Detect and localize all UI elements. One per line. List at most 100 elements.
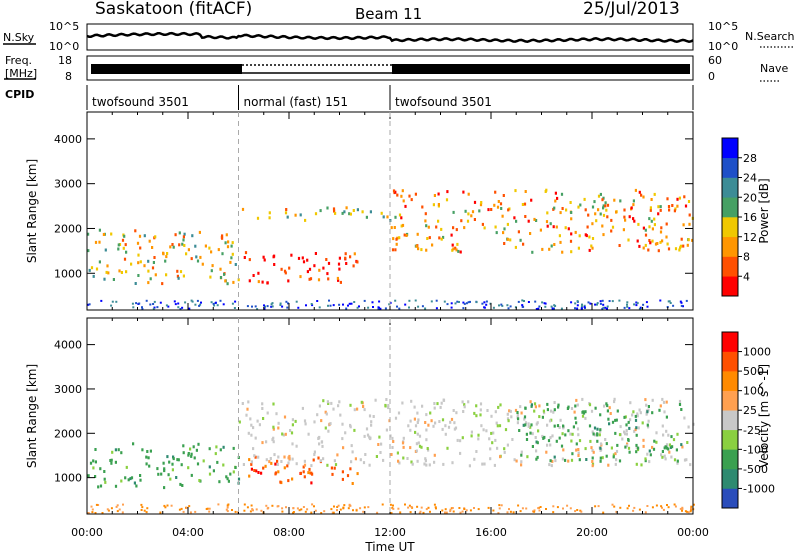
data-cell — [416, 421, 419, 424]
data-cell — [671, 204, 674, 207]
data-cell — [131, 302, 134, 305]
data-cell — [611, 300, 614, 303]
data-cell — [648, 460, 651, 464]
y-tick-label: 4000 — [54, 339, 82, 352]
data-cell — [475, 414, 478, 418]
data-cell — [594, 303, 597, 306]
data-cell — [444, 432, 447, 436]
data-cell — [405, 234, 408, 237]
data-cell — [653, 439, 656, 443]
data-cell — [205, 508, 208, 510]
data-cell — [580, 307, 583, 310]
data-cell — [327, 402, 330, 405]
data-cell — [673, 503, 676, 506]
data-cell — [634, 188, 637, 192]
data-cell — [189, 447, 192, 451]
data-cell — [475, 404, 478, 408]
data-cell — [546, 211, 549, 215]
data-cell — [176, 274, 179, 278]
data-cell — [611, 503, 614, 506]
data-cell — [553, 455, 556, 459]
data-cell — [342, 303, 344, 306]
data-cell — [461, 510, 464, 513]
data-cell — [333, 466, 336, 470]
data-cell — [250, 462, 253, 466]
data-cell — [492, 306, 495, 309]
data-cell — [599, 413, 602, 417]
data-cell — [557, 403, 560, 407]
data-cell — [446, 190, 449, 194]
data-cell — [525, 507, 528, 510]
data-cell — [574, 404, 577, 408]
noise-panel: N.Sky 10^5 10^0 10^5 10^0 N.Search — [3, 20, 795, 53]
data-cell — [416, 459, 419, 463]
data-cell — [320, 419, 323, 423]
data-cell — [506, 222, 509, 226]
data-cell — [536, 441, 539, 445]
data-cell — [519, 238, 522, 242]
data-cell — [516, 411, 519, 414]
data-cell — [392, 507, 395, 510]
data-cell — [291, 457, 294, 461]
data-cell — [410, 460, 413, 464]
data-cell — [381, 503, 384, 506]
data-cell — [587, 301, 590, 304]
data-cell — [325, 258, 328, 261]
data-cell — [668, 208, 671, 212]
data-cell — [227, 479, 230, 483]
data-cell — [99, 484, 103, 488]
nave-right-label: Nave — [760, 62, 788, 75]
data-cell — [292, 511, 295, 513]
data-cell — [639, 411, 642, 415]
data-cell — [160, 472, 163, 476]
data-cell — [490, 431, 493, 435]
data-cell — [492, 509, 495, 512]
data-cell — [321, 444, 324, 448]
data-cell — [114, 460, 117, 464]
data-cell — [676, 204, 679, 208]
data-cell — [554, 459, 557, 463]
data-cell — [368, 414, 372, 418]
data-cell — [219, 448, 222, 452]
data-cell — [421, 205, 424, 209]
data-cell — [638, 508, 641, 511]
data-cell — [252, 447, 255, 451]
data-cell — [625, 444, 628, 448]
data-cell — [623, 215, 626, 219]
data-cell — [681, 445, 684, 449]
data-cell — [348, 302, 351, 305]
data-cell — [506, 412, 509, 416]
data-cell — [665, 400, 668, 404]
data-cell — [483, 226, 486, 230]
data-cell — [650, 198, 653, 201]
data-cell — [195, 448, 198, 452]
data-cell — [382, 458, 385, 462]
data-cell — [420, 248, 423, 252]
x-tick-label: 12:00 — [374, 526, 406, 539]
data-cell — [264, 305, 266, 308]
data-cell — [363, 506, 366, 509]
data-cell — [567, 459, 570, 463]
data-cell — [324, 410, 327, 414]
colorbar-tick-label: 16 — [743, 211, 757, 224]
data-cell — [599, 456, 602, 460]
data-cell — [210, 301, 213, 304]
data-cell — [646, 423, 649, 427]
data-cell — [577, 246, 580, 250]
data-cell — [638, 190, 641, 194]
data-cell — [647, 425, 650, 429]
data-cell — [614, 462, 617, 466]
data-cell — [232, 280, 235, 284]
data-cell — [644, 243, 647, 247]
data-cell — [264, 464, 267, 468]
data-cell — [177, 306, 180, 309]
data-cell — [545, 188, 548, 192]
data-cell — [346, 474, 350, 478]
colorbar-tick-label: -1000 — [743, 482, 775, 495]
data-cell — [270, 461, 273, 465]
data-cell — [564, 226, 567, 230]
data-cell — [123, 234, 126, 238]
data-cell — [226, 510, 229, 513]
data-cell — [120, 271, 123, 274]
data-cell — [444, 511, 447, 514]
